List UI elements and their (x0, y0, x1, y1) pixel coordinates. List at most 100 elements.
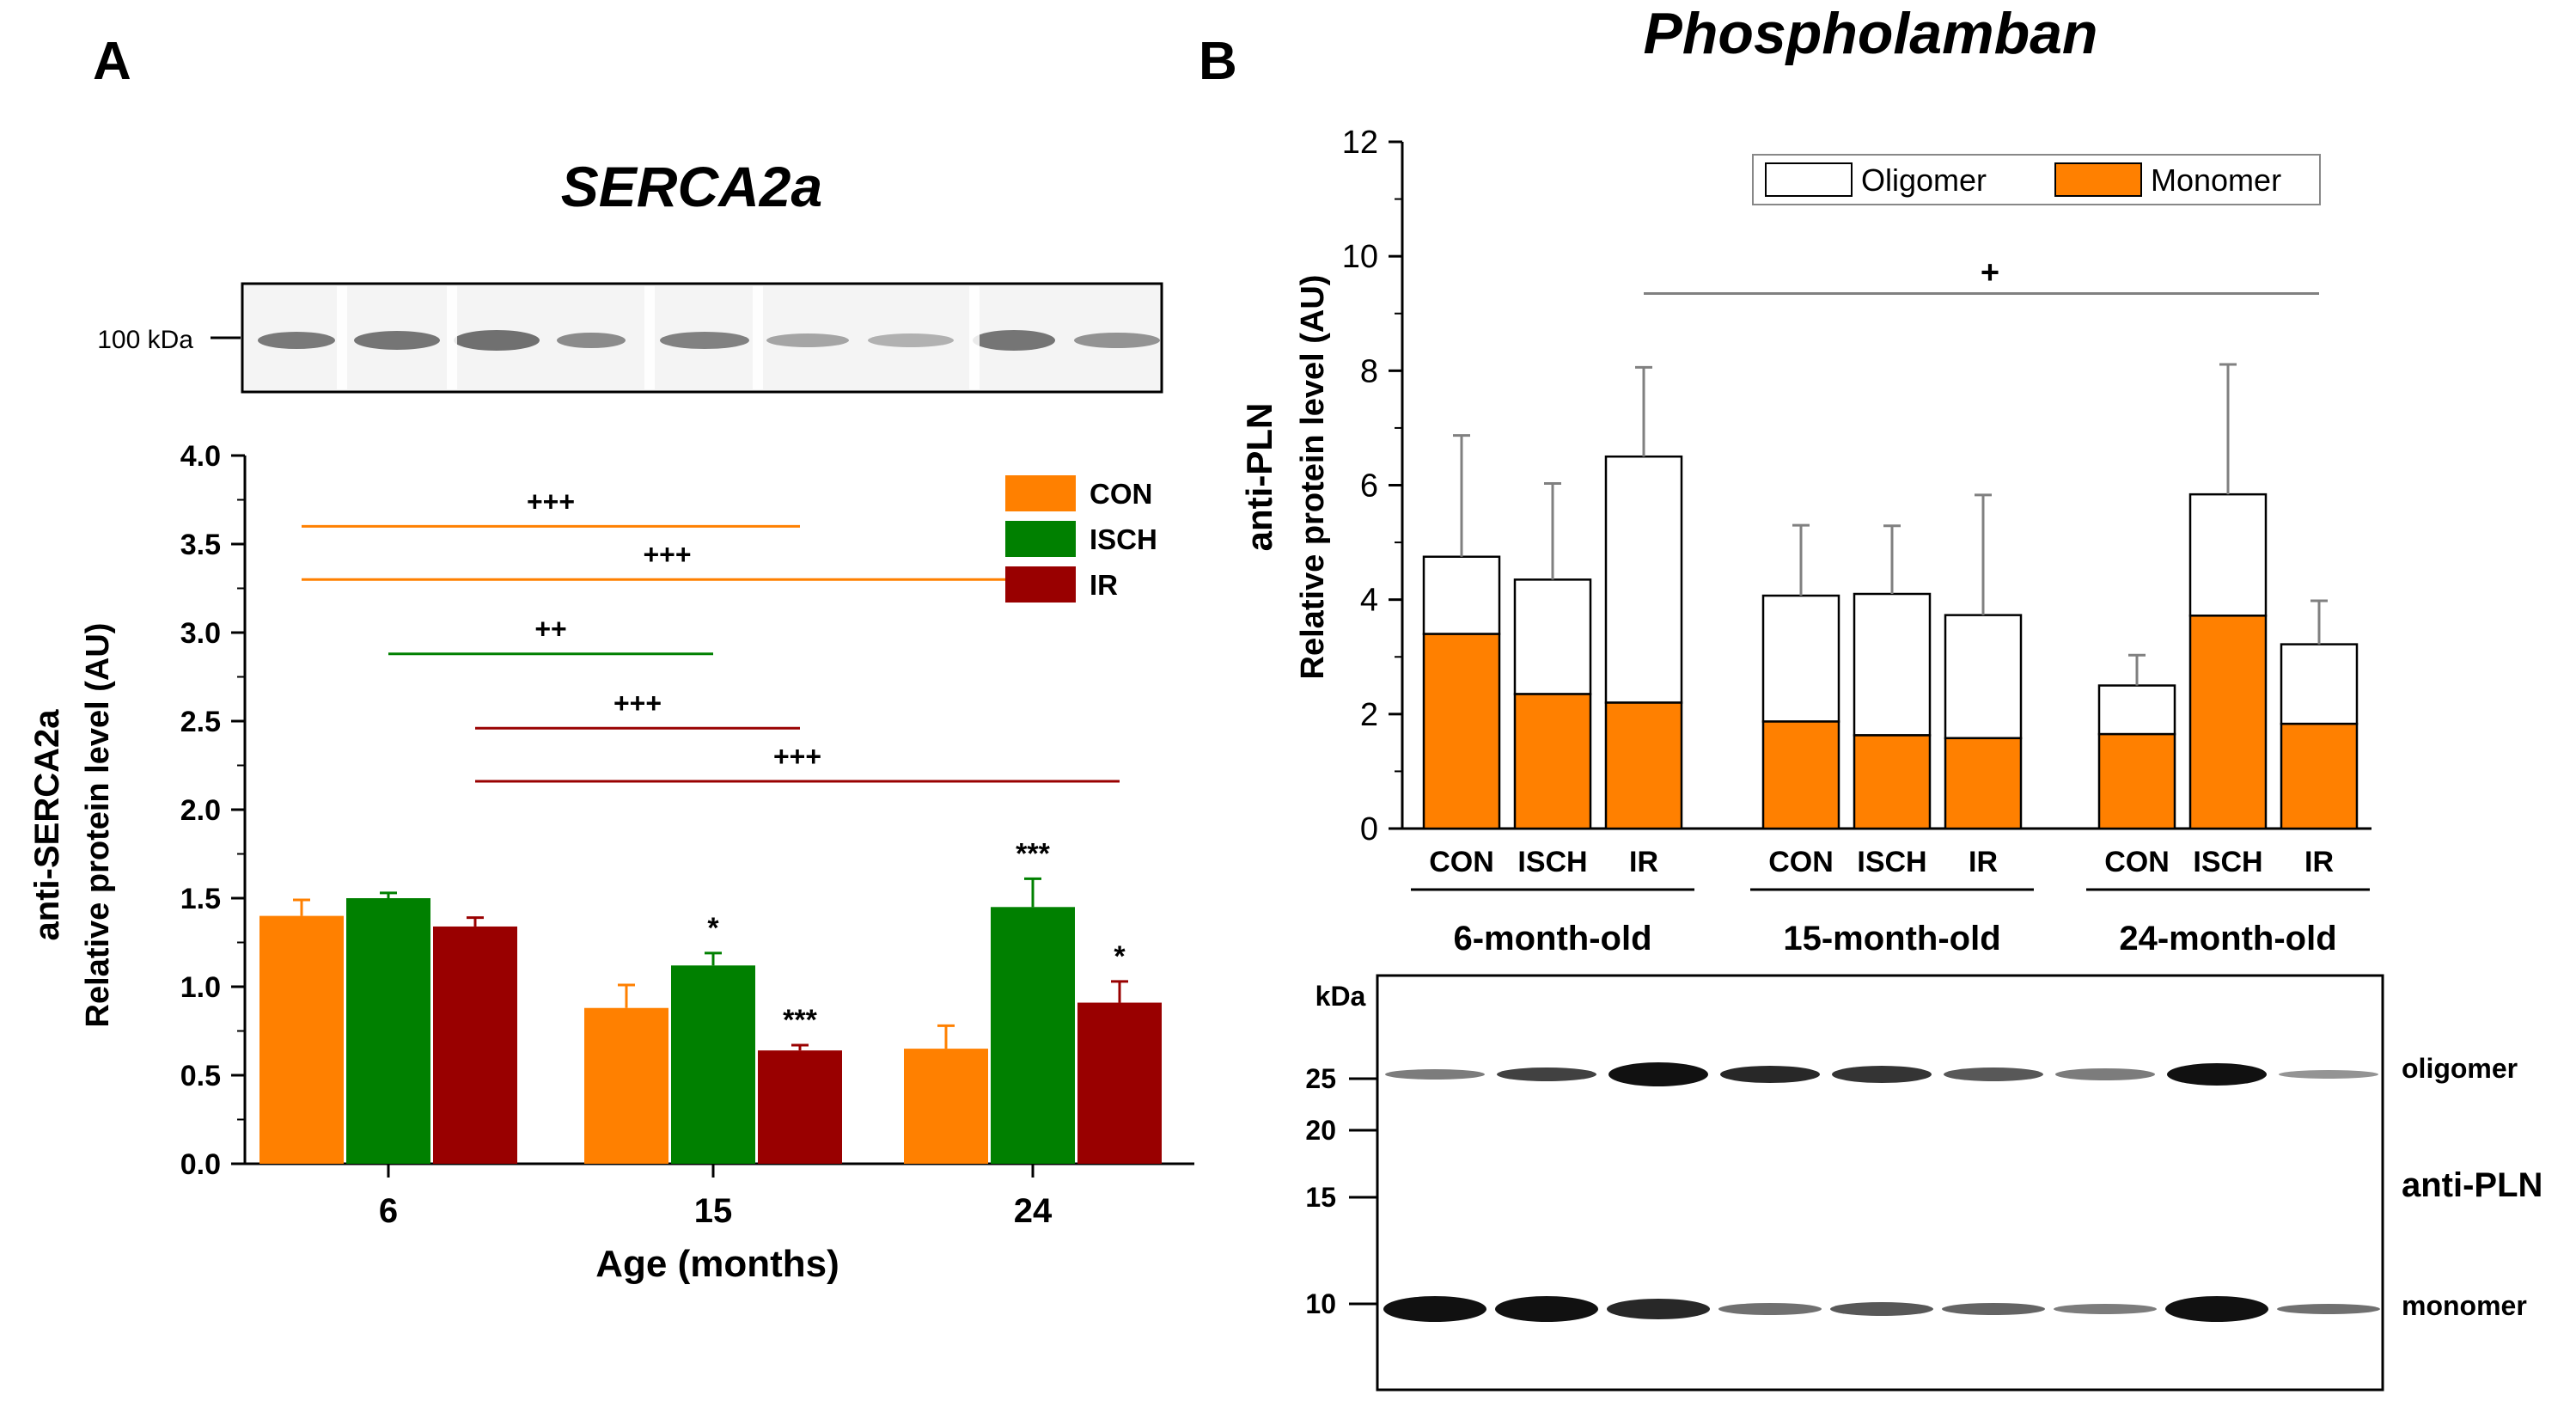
serca-legend-label: ISCH (1090, 523, 1157, 555)
pln-blot-band-oligomer (1720, 1066, 1820, 1083)
pln-comparison-label: + (1981, 254, 1999, 291)
pln-blot-marker-label: 15 (1305, 1182, 1336, 1213)
pln-chart-groups: CON ISCH IR 6-month-old CON ISCH IR 15-month-ol… (1411, 846, 2370, 957)
pln-blot-band-monomer (2054, 1304, 2157, 1314)
pln-chart-comparisons: + (1644, 254, 2319, 295)
serca-chart-bars: ******** (259, 837, 1162, 1164)
pln-blot-frame (1376, 974, 2384, 1392)
pln-x-tick-label: CON (1429, 846, 1494, 878)
pln-bar-oligomer-con-3 (2097, 684, 2176, 736)
pln-blot-kda-header: kDa (1315, 981, 1366, 1012)
pln-bar-oligomer-ir-2 (1944, 614, 2023, 740)
pln-blot-band-monomer (1830, 1302, 1933, 1316)
serca-y-tick-label: 4.0 (180, 440, 221, 473)
pln-legend-swatch-oligomer (1765, 162, 1853, 197)
pln-blot-band-monomer (2277, 1304, 2380, 1314)
pln-blot-label-antibody: anti-PLN (2402, 1166, 2542, 1204)
phospholamban-bar-chart: 0 2 4 6 8 10 12 + CON ISCH IR 6-month-old CON ISCH I… (1239, 125, 2372, 957)
pln-blot-band-oligomer (1497, 1067, 1596, 1081)
pln-blot-band-oligomer (1832, 1066, 1932, 1083)
serca-blot-lane-gap (753, 286, 763, 389)
serca-blot-lane-gap (969, 286, 980, 389)
serca-blot-marker-label: 100 kDa (97, 326, 193, 354)
serca-blot-bands (258, 286, 1160, 389)
serca-bar-ir-15 (758, 1050, 842, 1164)
serca-blot-band (454, 330, 540, 351)
pln-bar-monomer-isch-2 (1853, 734, 1932, 830)
pln-blot-band-monomer (1495, 1296, 1598, 1322)
serca-bar-ir-24 (1077, 1002, 1162, 1164)
pln-group-label: 6-month-old (1453, 920, 1651, 957)
pln-legend-swatch-monomer (2054, 162, 2142, 197)
serca-blot-lane-gap (447, 286, 457, 389)
pln-y-tick-label: 0 (1360, 811, 1378, 847)
pln-x-tick-label: ISCH (2193, 846, 2262, 878)
serca-y-tick-label: 0.0 (180, 1148, 221, 1181)
serca-legend-swatch-ir (1005, 566, 1076, 603)
serca-bar-ir-6 (433, 926, 517, 1164)
pln-bar-oligomer-isch-2 (1853, 592, 1932, 737)
pln-chart-bars (1422, 363, 2359, 830)
panel-b-title: Phospholamban (1644, 1, 2098, 66)
serca-blot-band (354, 331, 440, 350)
serca-y-tick-label: 3.0 (180, 617, 221, 650)
pln-x-tick-label: IR (1629, 846, 1658, 878)
pln-bar-oligomer-con-2 (1761, 594, 1840, 723)
pln-blot-bands (1383, 1062, 2380, 1322)
pln-legend-label: Oligomer (1861, 162, 1987, 198)
pln-blot-marker-label: 25 (1305, 1063, 1336, 1094)
serca-bar-isch-24 (991, 907, 1075, 1164)
pln-bar-monomer-ir-3 (2280, 722, 2359, 830)
serca-y-tick-label: 1.0 (180, 971, 221, 1004)
serca-bar-isch-15 (671, 965, 755, 1164)
serca-blot-band (868, 333, 954, 347)
serca-blot-band (1074, 333, 1160, 348)
pln-bar-oligomer-con-1 (1422, 555, 1501, 635)
serca-x-tick-label: 15 (694, 1192, 733, 1230)
serca-legend-label: IR (1090, 569, 1118, 601)
pln-blot: kDa 25 20 15 10 oligomer anti-PLN monomer (1305, 974, 2542, 1392)
serca-blot-band (766, 333, 849, 347)
pln-blot-markers: 25 20 15 10 (1305, 1063, 1377, 1319)
pln-y-tick-label: 6 (1360, 468, 1378, 505)
pln-blot-band-oligomer (2055, 1068, 2155, 1080)
serca-blot: 100 kDa (97, 282, 1163, 394)
pln-x-tick-label: CON (1768, 846, 1834, 878)
pln-blot-label-monomer: monomer (2402, 1290, 2527, 1321)
panel-a-title: SERCA2a (561, 155, 822, 218)
serca-bar-con-15 (584, 1007, 668, 1164)
serca-blot-band (258, 332, 335, 349)
panel-b-label: B (1199, 32, 1237, 91)
pln-x-tick-label: ISCH (1517, 846, 1587, 878)
pln-blot-band-oligomer (2167, 1063, 2267, 1086)
pln-legend-label: Monomer (2151, 162, 2281, 198)
serca-comparison-label: +++ (613, 688, 662, 719)
pln-bar-monomer-con-2 (1761, 720, 1840, 830)
pln-bar-oligomer-isch-1 (1513, 578, 1592, 695)
serca-legend-label: CON (1090, 478, 1152, 510)
pln-bar-monomer-con-1 (1422, 633, 1501, 830)
pln-blot-band-oligomer (1608, 1062, 1708, 1086)
pln-group-label: 15-month-old (1783, 920, 2000, 957)
serca-y-label-1: anti-SERCA2a (28, 709, 66, 941)
pln-x-tick-label: IR (1969, 846, 1998, 878)
serca-blot-band (660, 332, 749, 349)
serca-comparison-label: +++ (773, 741, 821, 772)
pln-blot-band-oligomer (1385, 1069, 1485, 1080)
pln-x-tick-label: IR (2304, 846, 2334, 878)
serca-bar-con-6 (259, 915, 344, 1164)
pln-y-label-1: anti-PLN (1239, 403, 1279, 552)
pln-y-tick-label: 4 (1360, 583, 1378, 619)
serca-bar-isch-6 (346, 898, 430, 1164)
pln-y-tick-label: 10 (1342, 239, 1378, 275)
panel-a-label: A (93, 32, 131, 91)
serca-blot-band (557, 333, 626, 348)
serca-blot-lane-gap (644, 286, 655, 389)
serca-comparison-label: +++ (643, 539, 691, 570)
pln-blot-marker-label: 10 (1305, 1288, 1336, 1319)
serca-comparison-label: ++ (534, 614, 566, 645)
serca2a-bar-chart: 0.00.51.01.52.02.53.03.54.06 15 24 *******… (28, 440, 1194, 1285)
serca-legend-swatch-isch (1005, 521, 1076, 557)
pln-blot-band-monomer (1607, 1299, 1710, 1319)
